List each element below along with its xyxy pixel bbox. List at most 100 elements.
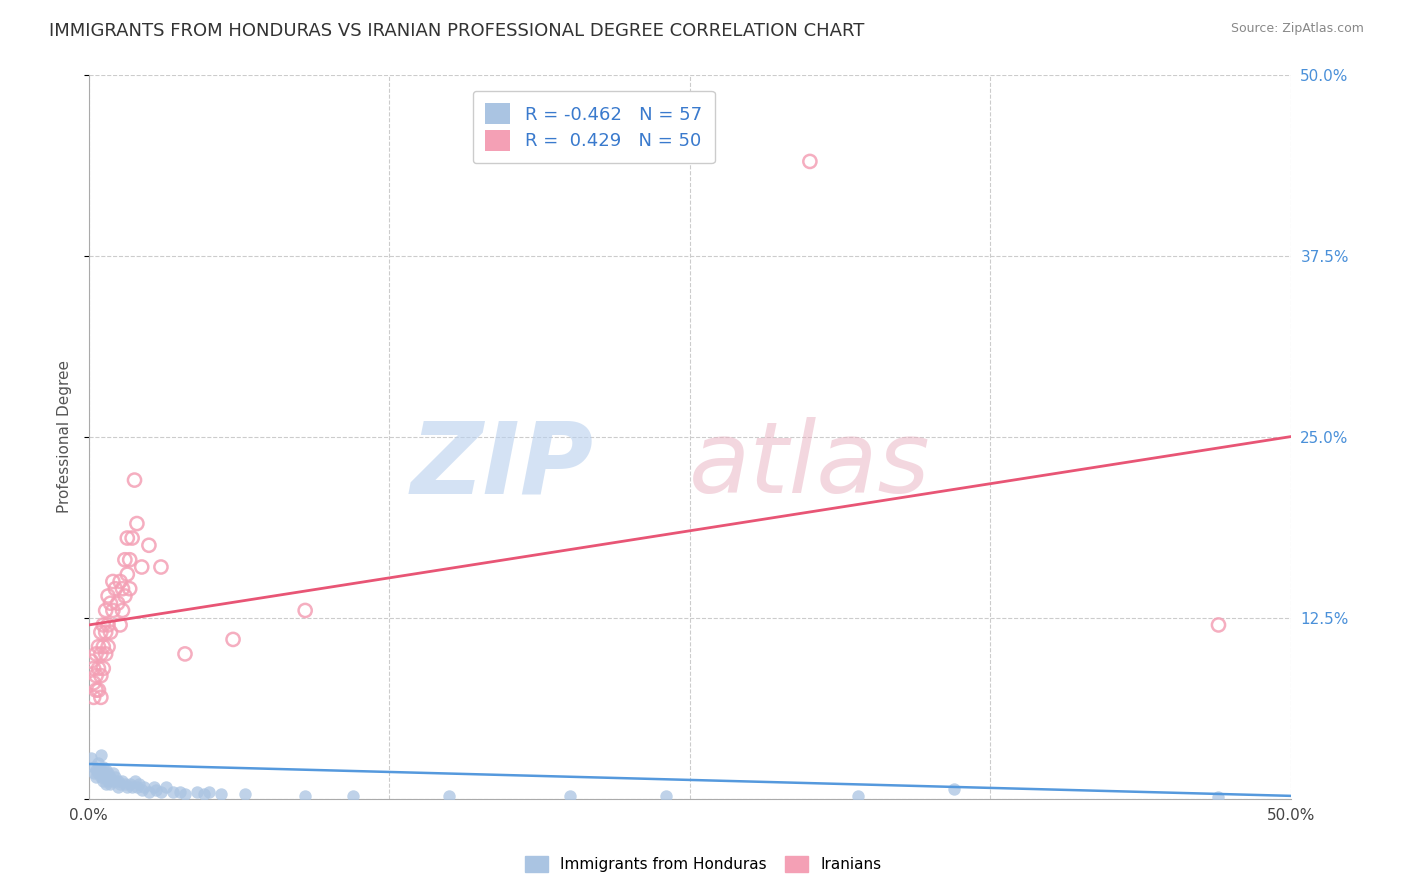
Point	[94, 647, 117, 661]
Point	[84, 668, 107, 682]
Point	[97, 774, 120, 789]
Point	[100, 777, 122, 791]
Point	[104, 770, 127, 784]
Point	[118, 582, 141, 596]
Point	[342, 789, 364, 803]
Point	[94, 763, 117, 777]
Point	[111, 582, 134, 596]
Point	[654, 789, 676, 803]
Point	[121, 780, 143, 794]
Point	[108, 574, 131, 589]
Point	[90, 748, 112, 763]
Point	[87, 756, 110, 770]
Y-axis label: Professional Degree: Professional Degree	[58, 360, 72, 513]
Point	[94, 603, 117, 617]
Point	[84, 770, 107, 784]
Point	[94, 625, 117, 640]
Point	[90, 763, 112, 777]
Text: Source: ZipAtlas.com: Source: ZipAtlas.com	[1230, 22, 1364, 36]
Point	[97, 765, 120, 780]
Point	[1208, 618, 1230, 632]
Point	[87, 661, 110, 675]
Point	[87, 683, 110, 698]
Point	[124, 473, 146, 487]
Point	[83, 661, 105, 675]
Point	[97, 589, 120, 603]
Point	[91, 640, 114, 654]
Point	[121, 531, 143, 545]
Point	[128, 777, 150, 791]
Point	[94, 777, 117, 791]
Point	[80, 751, 103, 765]
Point	[131, 783, 153, 797]
Text: atlas: atlas	[689, 417, 931, 514]
Point	[100, 625, 122, 640]
Legend: Immigrants from Honduras, Iranians: Immigrants from Honduras, Iranians	[517, 848, 889, 880]
Point	[108, 777, 131, 791]
Text: IMMIGRANTS FROM HONDURAS VS IRANIAN PROFESSIONAL DEGREE CORRELATION CHART: IMMIGRANTS FROM HONDURAS VS IRANIAN PROF…	[49, 22, 865, 40]
Point	[90, 625, 112, 640]
Point	[104, 582, 127, 596]
Point	[138, 784, 160, 798]
Point	[943, 781, 966, 796]
Point	[114, 553, 136, 567]
Point	[111, 774, 134, 789]
Point	[101, 603, 124, 617]
Point	[108, 618, 131, 632]
Point	[97, 640, 120, 654]
Point	[117, 567, 139, 582]
Point	[100, 596, 122, 610]
Point	[90, 690, 112, 705]
Point	[439, 789, 461, 803]
Point	[209, 788, 232, 802]
Point	[558, 789, 581, 803]
Point	[87, 765, 110, 780]
Point	[83, 765, 105, 780]
Point	[84, 763, 107, 777]
Point	[118, 777, 141, 791]
Point	[134, 780, 156, 794]
Point	[80, 654, 103, 668]
Point	[145, 783, 167, 797]
Text: ZIP: ZIP	[411, 417, 593, 514]
Point	[124, 774, 146, 789]
Point	[114, 589, 136, 603]
Point	[131, 560, 153, 574]
Point	[169, 784, 191, 798]
Legend: R = -0.462   N = 57, R =  0.429   N = 50: R = -0.462 N = 57, R = 0.429 N = 50	[472, 91, 714, 163]
Point	[91, 774, 114, 789]
Point	[142, 780, 165, 794]
Point	[91, 765, 114, 780]
Point	[83, 676, 105, 690]
Point	[117, 780, 139, 794]
Point	[198, 784, 221, 798]
Point	[193, 788, 215, 802]
Point	[149, 560, 172, 574]
Point	[294, 789, 316, 803]
Point	[117, 531, 139, 545]
Point	[91, 760, 114, 774]
Point	[174, 788, 197, 802]
Point	[114, 777, 136, 791]
Point	[174, 647, 197, 661]
Point	[125, 516, 148, 531]
Point	[149, 784, 172, 798]
Point	[233, 788, 256, 802]
Point	[125, 780, 148, 794]
Point	[83, 760, 105, 774]
Point	[222, 632, 245, 647]
Point	[294, 603, 316, 617]
Point	[186, 784, 208, 798]
Point	[100, 770, 122, 784]
Point	[111, 603, 134, 617]
Point	[107, 596, 129, 610]
Point	[846, 789, 869, 803]
Point	[155, 780, 177, 794]
Point	[138, 538, 160, 552]
Point	[87, 640, 110, 654]
Point	[118, 553, 141, 567]
Point	[91, 618, 114, 632]
Point	[107, 780, 129, 794]
Point	[94, 770, 117, 784]
Point	[101, 774, 124, 789]
